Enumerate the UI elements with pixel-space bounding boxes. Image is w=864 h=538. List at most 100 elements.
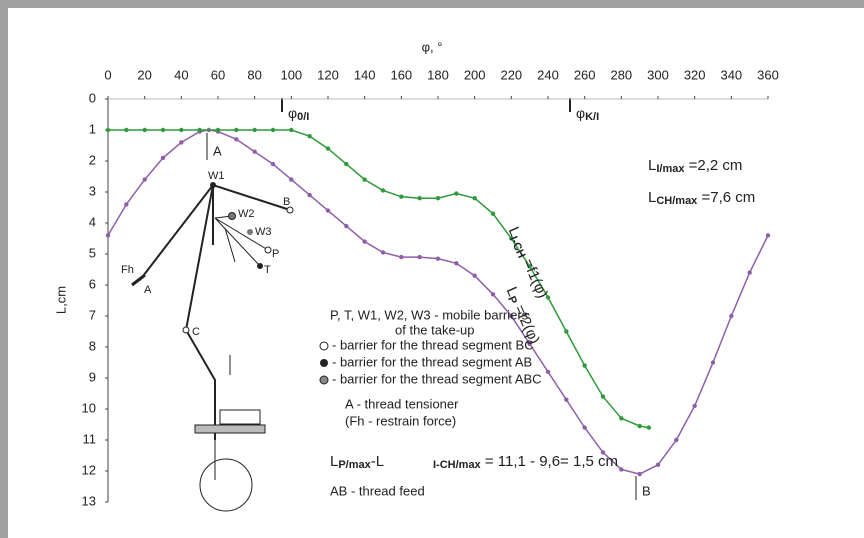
barrier xyxy=(182,326,190,334)
note: A - thread tensioner xyxy=(345,396,459,411)
hook xyxy=(199,458,253,512)
x-tick-label: 120 xyxy=(317,67,339,82)
annotation-sub: P/max xyxy=(338,459,371,471)
y-tick-label: 3 xyxy=(89,183,96,198)
data-point xyxy=(307,134,312,139)
x-tick-label: 360 xyxy=(757,67,779,82)
annotation-tail: -L xyxy=(371,453,384,470)
x-tick-label: 40 xyxy=(174,67,188,82)
note: - barrier for the thread segment BC xyxy=(332,337,534,352)
data-point xyxy=(765,233,771,238)
data-point xyxy=(619,416,624,421)
data-point xyxy=(564,397,569,402)
data-point xyxy=(399,254,404,260)
y-tick-label: 10 xyxy=(82,400,96,415)
data-point xyxy=(600,450,606,455)
data-point xyxy=(472,196,477,201)
thread xyxy=(184,184,216,440)
data-point xyxy=(270,127,276,133)
annotation: LP/max-L xyxy=(330,453,384,471)
tensioner xyxy=(131,273,146,287)
data-point xyxy=(160,155,166,161)
data-point xyxy=(105,127,111,133)
legend-symbol xyxy=(320,359,328,367)
x-tick-label: 320 xyxy=(684,67,706,82)
data-point xyxy=(472,273,477,278)
diagram-label: W3 xyxy=(255,226,272,238)
annotation: φK/I xyxy=(576,105,599,123)
data-point xyxy=(710,360,716,365)
data-point xyxy=(435,256,441,261)
annotation-sub: K/I xyxy=(585,111,599,123)
data-point xyxy=(747,270,752,275)
data-point xyxy=(509,236,514,241)
data-point xyxy=(325,208,331,213)
y-tick-label: 9 xyxy=(89,369,96,384)
data-point xyxy=(289,177,294,182)
x-tick-label: 300 xyxy=(647,67,669,82)
y-tick-label: 1 xyxy=(89,121,96,136)
x-tick-label: 340 xyxy=(720,67,742,82)
barrier xyxy=(247,229,253,235)
y-tick-label: 7 xyxy=(89,307,96,322)
diagram-label: A xyxy=(144,284,152,296)
data-point xyxy=(454,191,459,196)
note: AB - thread feed xyxy=(330,483,425,498)
annotation-main: L xyxy=(648,189,656,206)
y-axis-label: L,cm xyxy=(53,286,68,314)
note: A xyxy=(213,143,222,158)
axis-title: φ, ° xyxy=(422,39,443,54)
y-tick-label: 5 xyxy=(89,245,96,260)
diagram-label: C xyxy=(192,326,200,338)
data-point xyxy=(729,313,734,319)
data-point xyxy=(362,239,367,244)
diagram-label: T xyxy=(264,264,271,276)
frame xyxy=(0,0,864,8)
legend-symbol xyxy=(319,341,329,351)
annotation-main: L xyxy=(648,157,656,174)
frame xyxy=(0,0,8,538)
note: (Fh - restrain force) xyxy=(345,413,456,428)
y-tick-label: 12 xyxy=(82,462,96,477)
data-point xyxy=(417,196,422,201)
data-point xyxy=(454,261,459,266)
note: - barrier for the thread segment AB xyxy=(332,354,532,369)
data-point xyxy=(527,341,532,347)
data-point xyxy=(325,146,331,151)
x-tick-label: 80 xyxy=(247,67,261,82)
x-tick-label: 260 xyxy=(574,67,596,82)
data-point xyxy=(417,254,422,260)
annotation-tail: = 11,1 - 9,6= 1,5 cm xyxy=(481,453,618,470)
y-tick-label: 2 xyxy=(89,152,96,167)
y-tick-label: 4 xyxy=(89,214,96,229)
data-point xyxy=(564,329,569,334)
annotation-sub: I/max xyxy=(656,163,685,175)
data-point xyxy=(637,471,642,477)
note: - barrier for the thread segment ABC xyxy=(332,371,542,386)
data-point xyxy=(142,177,147,182)
data-point xyxy=(509,313,514,319)
data-point xyxy=(646,425,652,430)
diagram-label: W2 xyxy=(238,208,255,220)
data-point xyxy=(270,161,276,167)
data-point xyxy=(490,292,496,297)
data-point xyxy=(380,188,386,193)
data-point xyxy=(179,140,184,145)
data-point xyxy=(655,462,661,467)
x-tick-label: 220 xyxy=(500,67,522,82)
x-tick-label: 160 xyxy=(390,67,412,82)
diagram-label: W1 xyxy=(208,170,225,182)
annotation: φ0/I xyxy=(288,105,309,123)
annotation: LI/max =2,2 cm xyxy=(648,157,742,175)
y-tick-label: 11 xyxy=(83,431,97,446)
feed-dog xyxy=(219,409,261,425)
data-point xyxy=(234,137,239,142)
barrier xyxy=(286,206,294,214)
annotation: LCH/max =7,6 cm xyxy=(648,189,755,207)
data-point xyxy=(179,127,184,133)
note: B xyxy=(642,483,651,498)
annotation-tail: =2,2 cm xyxy=(684,157,742,174)
data-point xyxy=(545,369,551,374)
